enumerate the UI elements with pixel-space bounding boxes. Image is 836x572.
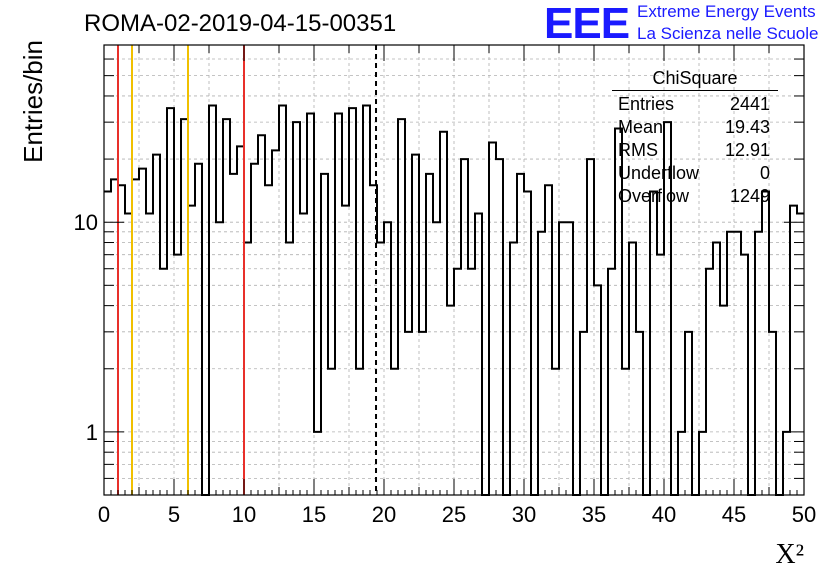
x-tick-label: 40	[652, 502, 676, 527]
x-tick-label: 50	[792, 502, 816, 527]
stats-row-rms: RMS 12.91	[618, 140, 770, 160]
stats-box: ChiSquare Entries 2441 Mean 19.43 RMS 12.91…	[612, 66, 778, 208]
stats-row-mean: Mean 19.43	[618, 117, 770, 137]
eee-logo: EEE	[544, 0, 630, 48]
stats-header: ChiSquare	[612, 66, 778, 91]
x-tick-label: 10	[232, 502, 256, 527]
stats-row-overflow: Overflow 1249	[618, 186, 770, 206]
histogram-outline	[104, 104, 804, 496]
x-tick-label: 35	[582, 502, 606, 527]
x-tick-label: 5	[168, 502, 180, 527]
y-tick-label: 1	[86, 420, 98, 445]
x-tick-label: 25	[442, 502, 466, 527]
logo-line-2: La Scienza nelle Scuole	[637, 24, 819, 43]
y-tick-label: 10	[74, 210, 98, 235]
x-tick-label: 45	[722, 502, 746, 527]
x-axis-label: X²	[775, 539, 804, 570]
stats-row-entries: Entries 2441	[618, 94, 770, 114]
axis-ticks	[103, 44, 805, 496]
logo-line-1: Extreme Energy Events	[637, 2, 816, 21]
tick-labels: 0 5 10 15 20 25 30 35 40 45 50 1 10	[74, 210, 817, 527]
histogram-bars	[104, 104, 804, 496]
x-tick-label: 20	[372, 502, 396, 527]
stats-row-underflow: Underflow 0	[618, 163, 770, 183]
y-axis-label: Entries/bin	[18, 40, 48, 163]
x-tick-label: 30	[512, 502, 536, 527]
chart-title: ROMA-02-2019-04-15-00351	[84, 10, 397, 37]
x-tick-label: 0	[98, 502, 110, 527]
threshold-lines	[117, 45, 378, 495]
x-tick-label: 15	[302, 502, 326, 527]
